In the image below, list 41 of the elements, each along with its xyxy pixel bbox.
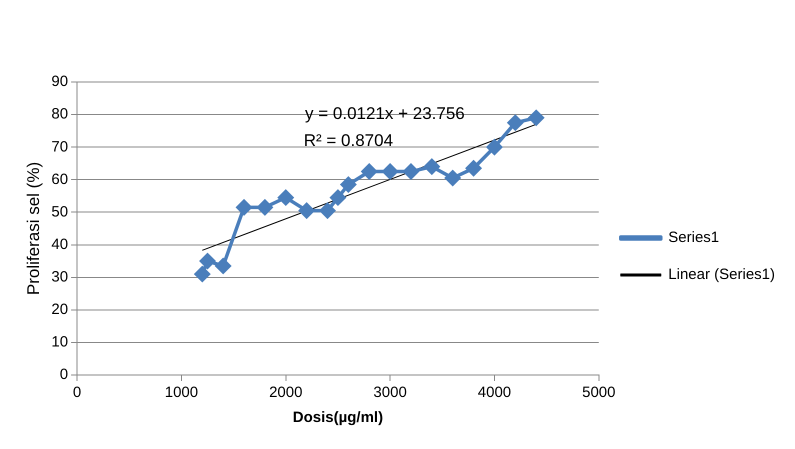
x-tick-label: 0: [72, 384, 82, 402]
point: [444, 170, 460, 186]
point: [257, 200, 273, 216]
point: [194, 266, 210, 282]
y-tick-label: 90: [51, 73, 68, 90]
point: [508, 114, 524, 130]
x-tick-label: 1000: [164, 384, 198, 402]
y-tick-label: 60: [51, 170, 68, 188]
point: [403, 164, 419, 180]
y-axis-title: Proliferasi sel (%): [24, 162, 43, 296]
point: [236, 200, 252, 216]
point: [340, 176, 356, 192]
point: [278, 190, 294, 206]
x-tick-label: 5000: [582, 384, 616, 402]
y-tick-label: 0: [60, 366, 68, 384]
point: [361, 164, 377, 180]
x-tick-label: 2000: [269, 384, 302, 402]
x-tick-label: 3000: [373, 384, 407, 402]
legend-label: Series1: [668, 229, 720, 246]
y-tick-label: 50: [51, 203, 68, 220]
y-tick-label: 40: [51, 236, 68, 253]
legend-label: Linear (Series1): [668, 266, 776, 284]
y-tick-label: 70: [51, 138, 68, 156]
x-tick-label: 4000: [478, 384, 512, 402]
point: [424, 158, 440, 174]
y-tick-label: 10: [51, 334, 68, 351]
point: [382, 164, 398, 180]
annotation: R² = 0.8704: [304, 131, 394, 150]
y-tick-label: 80: [51, 106, 68, 123]
point: [298, 202, 314, 218]
point: [320, 202, 336, 218]
point: [486, 139, 502, 155]
point: [528, 110, 544, 126]
point: [330, 190, 346, 206]
point: [466, 160, 482, 176]
y-tick-label: 30: [51, 268, 68, 286]
point: [200, 253, 216, 269]
annotation: y = 0.0121x + 23.756: [305, 104, 465, 123]
x-axis-title: Dosis(µg/ml): [292, 409, 384, 426]
point: [215, 258, 231, 274]
y-tick-label: 20: [51, 301, 68, 318]
